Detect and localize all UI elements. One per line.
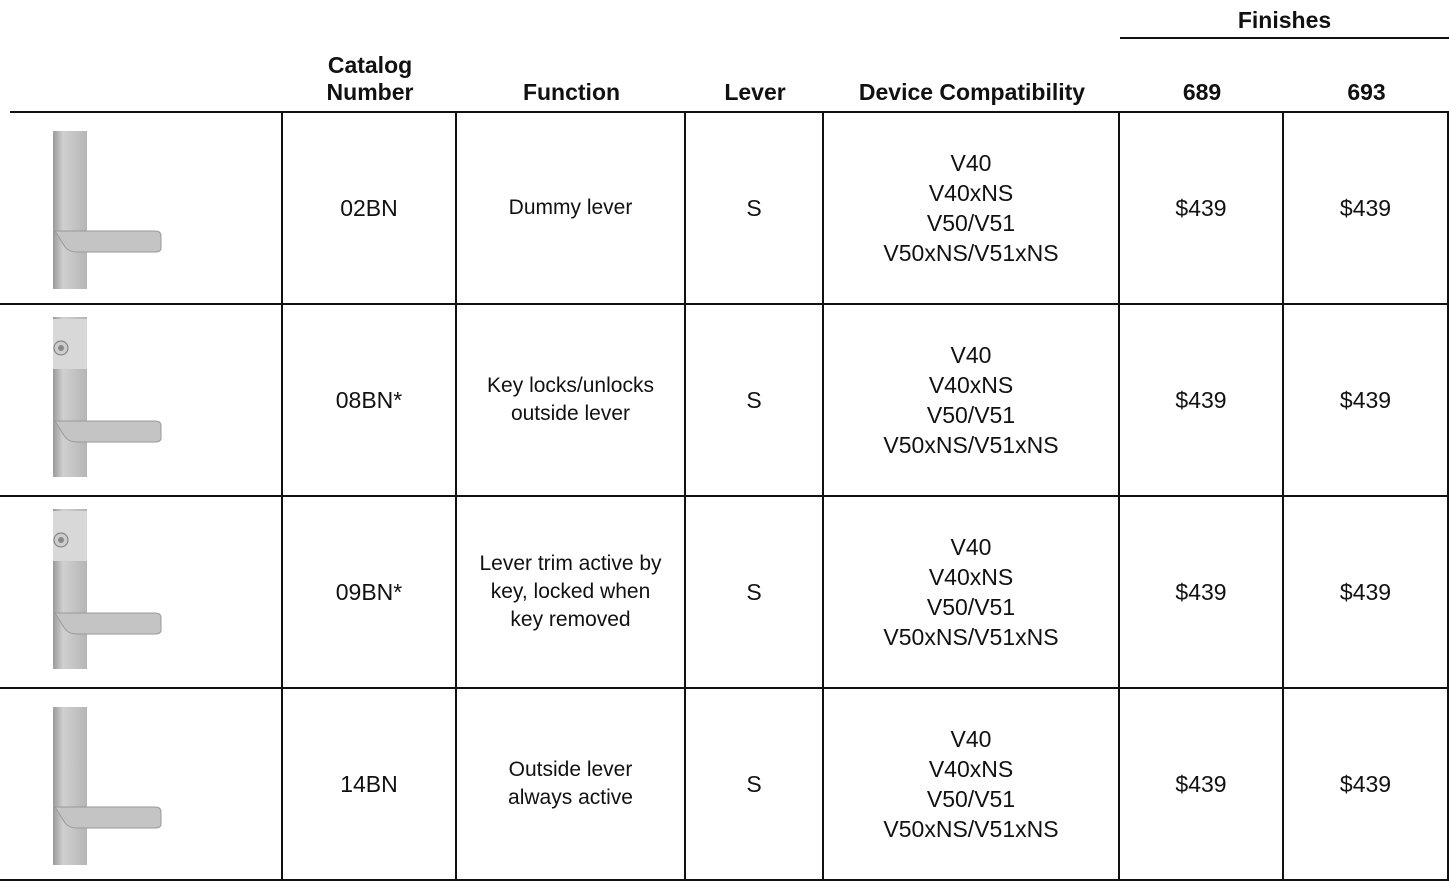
catalog-number: 14BN bbox=[283, 689, 457, 881]
price: $439 bbox=[1284, 689, 1449, 881]
compatibility-line: V50/V51 bbox=[926, 402, 1016, 428]
lever-type: S bbox=[686, 689, 824, 881]
function-line: Key locks/unlocks bbox=[487, 374, 654, 397]
price: $439 bbox=[1120, 689, 1284, 881]
catalog-number: 02BN bbox=[283, 113, 457, 305]
price: $439 bbox=[1120, 497, 1284, 689]
compatibility-line: V40 bbox=[950, 150, 992, 176]
image-cell bbox=[0, 497, 283, 689]
function-line: always active bbox=[508, 786, 633, 809]
function-cell: Key locks/unlocks outside lever bbox=[457, 305, 686, 497]
compatibility-line: V40xNS bbox=[928, 564, 1014, 590]
compatibility-line: V50/V51 bbox=[926, 594, 1016, 620]
lever-image bbox=[52, 707, 161, 865]
lever-type: S bbox=[686, 305, 824, 497]
function-line: Outside lever bbox=[508, 758, 633, 781]
image-cell bbox=[0, 689, 283, 881]
column-header: Catalog Number bbox=[326, 52, 414, 105]
lever-type: S bbox=[686, 497, 824, 689]
finishes-header: Finishes bbox=[1237, 7, 1332, 33]
lever-image bbox=[52, 317, 161, 477]
lever-image bbox=[52, 509, 161, 669]
finishes-rule bbox=[1120, 37, 1449, 39]
function-line: key, locked when bbox=[490, 580, 651, 603]
compatibility-line: V40xNS bbox=[928, 372, 1014, 398]
function-line: Dummy lever bbox=[508, 196, 633, 219]
function-cell: Outside lever always active bbox=[457, 689, 686, 881]
column-header: Lever bbox=[724, 79, 786, 105]
header-rule bbox=[10, 111, 1449, 113]
compatibility-line: V40xNS bbox=[928, 756, 1014, 782]
function-cell: Dummy lever bbox=[457, 113, 686, 305]
column-header: 693 bbox=[1347, 79, 1386, 105]
compatibility-line: V40 bbox=[950, 534, 992, 560]
price: $439 bbox=[1120, 305, 1284, 497]
image-cell bbox=[0, 113, 283, 305]
catalog-number: 09BN* bbox=[283, 497, 457, 689]
function-line: key removed bbox=[510, 608, 631, 631]
compatibility-line: V50xNS/V51xNS bbox=[883, 816, 1059, 842]
compatibility-line: V40 bbox=[950, 726, 992, 752]
lever-type: S bbox=[686, 113, 824, 305]
compatibility-line: V40xNS bbox=[928, 180, 1014, 206]
function-cell: Lever trim active by key, locked when key … bbox=[457, 497, 686, 689]
compatibility-line: V50xNS/V51xNS bbox=[883, 432, 1059, 458]
price: $439 bbox=[1284, 113, 1449, 305]
function-line: outside lever bbox=[510, 402, 631, 425]
compatibility-line: V50xNS/V51xNS bbox=[883, 624, 1059, 650]
column-header: Device Compatibility bbox=[858, 79, 1086, 105]
compatibility-cell: V40 V40xNS V50/V51 V50xNS/V51xNS bbox=[824, 113, 1120, 305]
price: $439 bbox=[1284, 305, 1449, 497]
column-header: 689 bbox=[1182, 79, 1222, 105]
image-cell bbox=[0, 305, 283, 497]
compatibility-line: V50/V51 bbox=[926, 210, 1016, 236]
compatibility-line: V50xNS/V51xNS bbox=[883, 240, 1059, 266]
price: $439 bbox=[1284, 497, 1449, 689]
compatibility-line: V50/V51 bbox=[926, 786, 1016, 812]
lever-image bbox=[52, 131, 161, 289]
function-line: Lever trim active by bbox=[479, 552, 662, 575]
compatibility-cell: V40 V40xNS V50/V51 V50xNS/V51xNS bbox=[824, 305, 1120, 497]
price: $439 bbox=[1120, 113, 1284, 305]
compatibility-cell: V40 V40xNS V50/V51 V50xNS/V51xNS bbox=[824, 689, 1120, 881]
compatibility-cell: V40 V40xNS V50/V51 V50xNS/V51xNS bbox=[824, 497, 1120, 689]
compatibility-line: V40 bbox=[950, 342, 992, 368]
catalog-number: 08BN* bbox=[283, 305, 457, 497]
column-header: Function bbox=[522, 79, 621, 105]
